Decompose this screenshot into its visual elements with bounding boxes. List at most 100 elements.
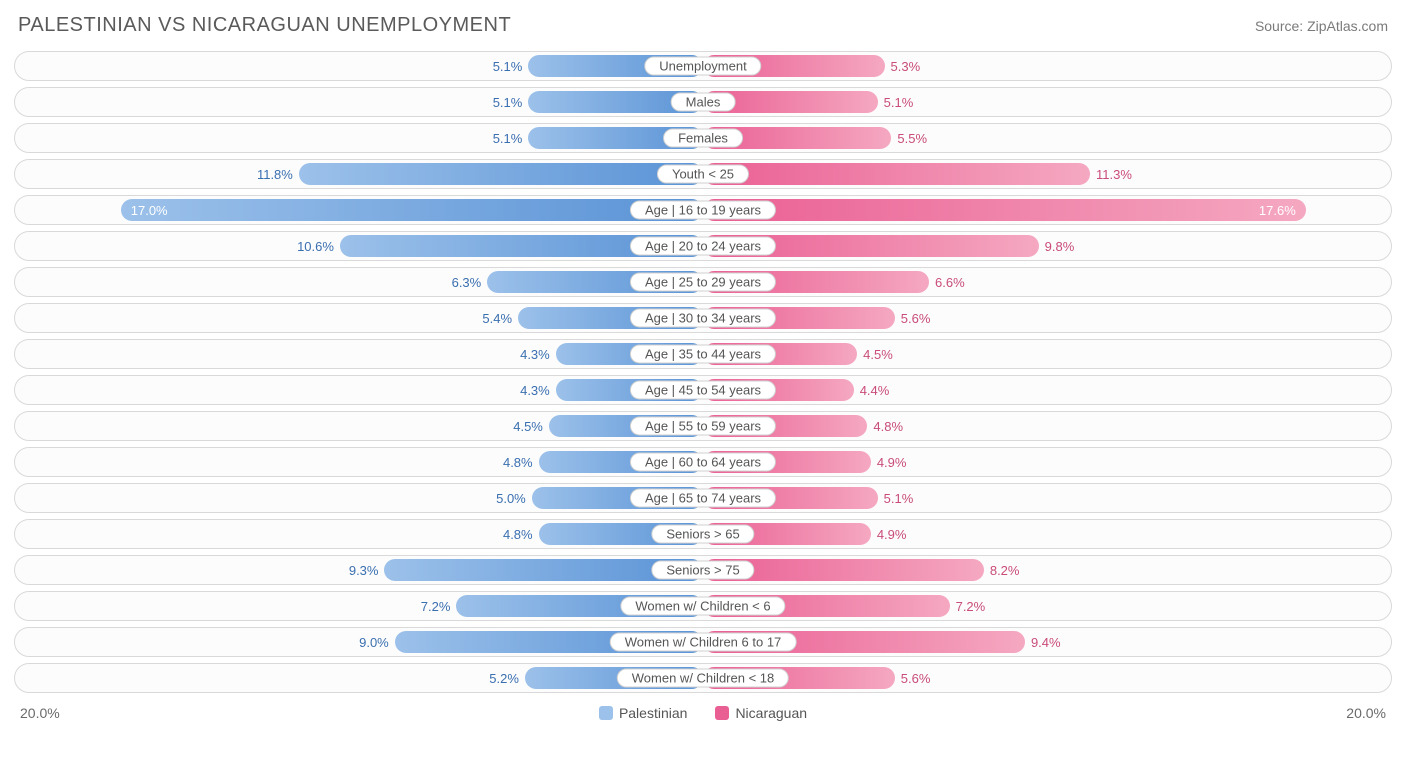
category-label: Age | 30 to 34 years (630, 309, 776, 328)
value-label-left: 5.2% (18, 667, 525, 689)
bar-container-right: 5.1% (703, 487, 1388, 509)
bar-container-left: 4.8% (18, 523, 703, 545)
value-label-left: 4.8% (18, 523, 539, 545)
bar-container-left: 4.3% (18, 343, 703, 365)
category-label: Age | 55 to 59 years (630, 417, 776, 436)
value-label-right: 4.9% (871, 451, 1388, 473)
diverging-bar-chart: 5.1%5.3%Unemployment5.1%5.1%Males5.1%5.5… (8, 51, 1398, 693)
bar-container-right: 6.6% (703, 271, 1388, 293)
value-label-right: 5.1% (878, 487, 1388, 509)
bar-container-right: 4.4% (703, 379, 1388, 401)
bar-container-left: 6.3% (18, 271, 703, 293)
value-label-right: 7.2% (950, 595, 1388, 617)
category-label: Women w/ Children 6 to 17 (610, 633, 797, 652)
bar-container-right: 4.9% (703, 451, 1388, 473)
value-label-left: 5.0% (18, 487, 532, 509)
chart-row: 4.3%4.5%Age | 35 to 44 years (14, 339, 1392, 369)
category-label: Seniors > 75 (651, 561, 754, 580)
bar-container-left: 17.0% (18, 199, 703, 221)
value-label-right: 5.6% (895, 307, 1388, 329)
chart-row: 4.8% 4.9% Seniors > 65 (14, 519, 1392, 549)
value-label-left: 5.1% (18, 91, 528, 113)
value-label-left: 5.1% (18, 55, 528, 77)
bar-container-right: 9.4% (703, 631, 1388, 653)
value-label-left: 10.6% (18, 235, 340, 257)
legend-label-right: Nicaraguan (735, 705, 807, 721)
category-label: Females (663, 129, 743, 148)
bar-container-left: 9.3% (18, 559, 703, 581)
bar-container-left: 4.3% (18, 379, 703, 401)
value-label-right: 5.6% (895, 667, 1388, 689)
legend-label-left: Palestinian (619, 705, 688, 721)
value-label-left: 7.2% (18, 595, 456, 617)
value-label-right: 5.1% (878, 91, 1388, 113)
chart-header: PALESTINIAN VS NICARAGUAN UNEMPLOYMENT S… (8, 8, 1398, 51)
bar-container-left: 5.2% (18, 667, 703, 689)
category-label: Age | 25 to 29 years (630, 273, 776, 292)
bar-container-left: 4.8% (18, 451, 703, 473)
value-label-left: 9.0% (18, 631, 395, 653)
bar-container-left: 5.1% (18, 91, 703, 113)
chart-row: 4.3% 4.4% Age | 45 to 54 years (14, 375, 1392, 405)
bar-container-left: 5.0% (18, 487, 703, 509)
chart-row: 17.0%17.6%Age | 16 to 19 years (14, 195, 1392, 225)
category-label: Seniors > 65 (651, 525, 754, 544)
bar-container-right: 5.6% (703, 307, 1388, 329)
bar-right (703, 163, 1090, 185)
value-label-right: 5.5% (891, 127, 1388, 149)
legend: Palestinian Nicaraguan (100, 705, 1306, 721)
value-label-left: 17.0% (121, 199, 703, 221)
value-label-left: 4.5% (18, 415, 549, 437)
value-label-right: 9.4% (1025, 631, 1388, 653)
chart-title: PALESTINIAN VS NICARAGUAN UNEMPLOYMENT (18, 14, 511, 37)
value-label-right: 8.2% (984, 559, 1388, 581)
value-label-right: 4.8% (867, 415, 1388, 437)
chart-row: 5.1%5.1%Males (14, 87, 1392, 117)
chart-row: 6.3% 6.6% Age | 25 to 29 years (14, 267, 1392, 297)
bar-container-left: 5.1% (18, 127, 703, 149)
value-label-right: 17.6% (703, 199, 1306, 221)
bar-container-right: 4.9% (703, 523, 1388, 545)
bar-container-left: 10.6% (18, 235, 703, 257)
legend-swatch-icon (599, 706, 613, 720)
chart-row: 5.1% 5.3%Unemployment (14, 51, 1392, 81)
legend-item-left: Palestinian (599, 705, 688, 721)
category-label: Unemployment (644, 57, 761, 76)
value-label-right: 9.8% (1039, 235, 1388, 257)
chart-row: 7.2% 7.2% Women w/ Children < 6 (14, 591, 1392, 621)
bar-container-right: 5.1% (703, 91, 1388, 113)
bar-container-right: 9.8% (703, 235, 1388, 257)
category-label: Women w/ Children < 18 (617, 669, 789, 688)
axis-max-right: 20.0% (1306, 705, 1386, 721)
value-label-left: 6.3% (18, 271, 487, 293)
chart-row: 11.8%11.3%Youth < 25 (14, 159, 1392, 189)
legend-swatch-icon (715, 706, 729, 720)
value-label-left: 4.3% (18, 379, 556, 401)
axis-max-left: 20.0% (20, 705, 100, 721)
bar-container-right: 4.5% (703, 343, 1388, 365)
bar-container-right: 7.2% (703, 595, 1388, 617)
value-label-right: 4.4% (854, 379, 1388, 401)
legend-item-right: Nicaraguan (715, 705, 807, 721)
chart-row: 4.5% 4.8% Age | 55 to 59 years (14, 411, 1392, 441)
bar-container-right: 5.5% (703, 127, 1388, 149)
value-label-left: 4.8% (18, 451, 539, 473)
value-label-right: 6.6% (929, 271, 1388, 293)
category-label: Age | 45 to 54 years (630, 381, 776, 400)
bar-container-right: 5.3% (703, 55, 1388, 77)
category-label: Age | 16 to 19 years (630, 201, 776, 220)
chart-row: 9.3% 8.2% Seniors > 75 (14, 555, 1392, 585)
value-label-right: 11.3% (1090, 163, 1388, 185)
chart-row: 5.2% 5.6% Women w/ Children < 18 (14, 663, 1392, 693)
bar-container-left: 5.1% (18, 55, 703, 77)
chart-row: 5.1% 5.5% Females (14, 123, 1392, 153)
bar-container-right: 8.2% (703, 559, 1388, 581)
bar-container-left: 7.2% (18, 595, 703, 617)
value-label-left: 9.3% (18, 559, 384, 581)
category-label: Age | 60 to 64 years (630, 453, 776, 472)
value-label-right: 4.9% (871, 523, 1388, 545)
chart-source: Source: ZipAtlas.com (1255, 18, 1388, 34)
chart-row: 5.0% 5.1% Age | 65 to 74 years (14, 483, 1392, 513)
category-label: Age | 65 to 74 years (630, 489, 776, 508)
category-label: Women w/ Children < 6 (620, 597, 785, 616)
